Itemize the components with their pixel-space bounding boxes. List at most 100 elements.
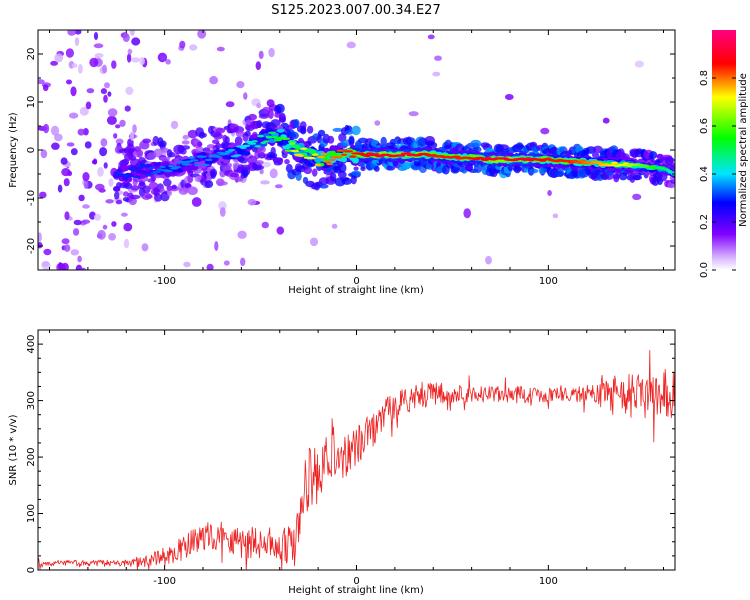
ridge-cell bbox=[124, 175, 133, 178]
ridge-cell bbox=[623, 162, 630, 165]
ridge-cell bbox=[257, 134, 265, 138]
ridge-halo bbox=[591, 152, 600, 158]
ridge-halo bbox=[114, 191, 120, 200]
ridge-cell bbox=[336, 149, 346, 152]
spectrogram-ytick-label: -10 bbox=[26, 190, 37, 206]
ridge-cell bbox=[314, 163, 322, 167]
ridge-halo bbox=[171, 184, 177, 190]
speckle bbox=[74, 30, 82, 35]
speckle bbox=[103, 94, 108, 103]
ridge-halo bbox=[142, 138, 152, 144]
ridge-cell bbox=[148, 166, 155, 170]
ridge-cell bbox=[128, 167, 135, 170]
ridge-cell bbox=[205, 158, 213, 162]
speckle bbox=[85, 101, 92, 110]
ridge-halo bbox=[234, 176, 243, 182]
ridge-halo bbox=[227, 162, 232, 168]
ridge-halo bbox=[185, 182, 191, 188]
ridge-halo bbox=[153, 148, 163, 158]
speckle bbox=[104, 82, 110, 89]
ridge-halo bbox=[303, 166, 313, 175]
speckle bbox=[374, 120, 381, 126]
snr-ytick-label: 300 bbox=[26, 391, 37, 410]
speckle bbox=[105, 199, 114, 204]
snr-ytick-label: 0 bbox=[26, 567, 37, 573]
ridge-halo bbox=[318, 129, 326, 137]
colorbar-tick-label: 0.8 bbox=[699, 70, 710, 86]
speckle bbox=[63, 178, 70, 187]
ridge-cell bbox=[265, 135, 274, 139]
ridge-cell bbox=[247, 142, 257, 145]
ridge-cell bbox=[145, 173, 152, 177]
ridge-cell bbox=[309, 157, 316, 160]
ridge-halo bbox=[348, 136, 355, 147]
ridge-cell bbox=[271, 136, 279, 139]
ridge-cell bbox=[241, 151, 251, 156]
ridge-halo bbox=[136, 149, 144, 158]
colorbar-tick-label: 0.4 bbox=[699, 166, 710, 182]
speckle bbox=[130, 30, 135, 36]
ridge-halo bbox=[427, 141, 438, 149]
snr-series-line bbox=[38, 349, 675, 570]
ridge-cell bbox=[201, 163, 210, 167]
ridge-halo bbox=[201, 132, 207, 138]
ridge-halo bbox=[142, 185, 151, 194]
speckle bbox=[54, 133, 63, 142]
speckle bbox=[165, 59, 171, 65]
ridge-cell bbox=[251, 140, 258, 143]
ridge-halo bbox=[306, 125, 314, 134]
ridge-cell bbox=[254, 145, 261, 148]
speckle bbox=[73, 219, 82, 226]
ridge-cell bbox=[213, 155, 222, 158]
speckle bbox=[170, 120, 179, 130]
speckle bbox=[111, 60, 117, 69]
snr-xtick-label: -100 bbox=[153, 576, 176, 587]
snr-panel: -100 0 100 0 100 200 300 400 Height of straight… bbox=[8, 329, 676, 596]
ridge-halo bbox=[528, 168, 539, 174]
snr-xlabel: Height of straight line (km) bbox=[288, 585, 424, 596]
ridge-cell bbox=[122, 176, 129, 181]
spectrogram-ytick-label: 10 bbox=[26, 96, 37, 109]
speckle bbox=[121, 212, 128, 217]
spectrogram-ytick-label: 20 bbox=[26, 48, 37, 61]
snr-ytick-label: 100 bbox=[26, 504, 37, 523]
ridge-cell bbox=[184, 160, 193, 163]
speckle bbox=[260, 180, 270, 185]
speckle bbox=[100, 88, 107, 95]
speckle bbox=[50, 125, 60, 136]
speckle bbox=[331, 223, 338, 229]
ridge-cell bbox=[352, 157, 359, 164]
ridge-halo bbox=[124, 182, 133, 190]
ridge-cell bbox=[199, 155, 207, 158]
ridge-cell bbox=[239, 146, 247, 149]
ridge-cell bbox=[579, 159, 587, 162]
speckle bbox=[57, 184, 63, 193]
speckle bbox=[73, 228, 80, 236]
speckle bbox=[113, 133, 118, 139]
ridge-cell bbox=[173, 166, 181, 169]
ridge-cell bbox=[316, 155, 326, 159]
speckle bbox=[84, 141, 92, 149]
speckle bbox=[102, 224, 108, 230]
ridge-halo bbox=[338, 133, 347, 143]
ridge-cell bbox=[199, 151, 207, 156]
speckle bbox=[268, 47, 275, 58]
speckle bbox=[95, 183, 105, 191]
ridge-halo bbox=[402, 161, 411, 170]
speckle bbox=[107, 91, 112, 97]
speckle bbox=[179, 40, 186, 49]
speckle bbox=[602, 117, 610, 124]
speckle bbox=[261, 161, 271, 168]
speckle bbox=[97, 229, 106, 240]
speckle bbox=[50, 60, 58, 66]
speckle bbox=[77, 128, 85, 136]
ridge-cell bbox=[159, 165, 166, 168]
ridge-halo bbox=[128, 197, 137, 206]
speckle bbox=[256, 102, 261, 109]
ridge-cell bbox=[611, 161, 619, 165]
ridge-halo bbox=[229, 172, 239, 178]
speckle bbox=[70, 86, 77, 97]
speckle bbox=[219, 207, 226, 217]
speckle bbox=[97, 167, 104, 177]
